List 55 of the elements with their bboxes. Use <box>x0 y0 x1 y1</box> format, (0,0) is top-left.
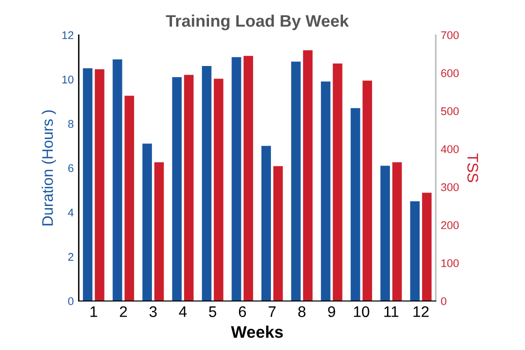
bar <box>422 192 432 301</box>
bar <box>380 166 390 301</box>
y-axis-title: Duration (Hours ) <box>42 110 56 226</box>
y-tick-label: 8 <box>68 120 74 128</box>
chart-title: Training Load By Week <box>166 14 349 30</box>
y2-tick-label: 400 <box>440 145 459 154</box>
y2-tick-label: 300 <box>441 183 459 192</box>
bar <box>112 59 122 301</box>
y2-axis-title: TSS <box>467 153 478 182</box>
bar <box>410 201 420 301</box>
bar <box>261 146 271 301</box>
y2-tick-label: 500 <box>441 107 459 116</box>
bar <box>291 62 301 301</box>
bar <box>184 74 194 301</box>
x-tick-label: 9 <box>328 306 336 318</box>
x-axis-title: Weeks <box>231 326 283 338</box>
y-tick-label: 2 <box>68 252 74 261</box>
bar <box>392 162 402 301</box>
y-tick-label: 4 <box>68 208 74 216</box>
y-tick-label: 10 <box>62 76 74 84</box>
y2-tick-label: 600 <box>441 69 459 78</box>
x-tick-label: 12 <box>414 306 429 317</box>
bar <box>350 108 360 301</box>
bar <box>82 68 92 301</box>
x-tick-label: 11 <box>384 306 398 317</box>
bar <box>142 144 152 301</box>
x-tick-label: 10 <box>354 306 370 318</box>
y2-tick-label: 100 <box>441 259 459 268</box>
bar <box>332 64 342 301</box>
x-tick-label: 2 <box>120 306 127 317</box>
bar <box>124 96 134 301</box>
bar <box>154 162 164 301</box>
bar <box>303 50 313 301</box>
x-tick-label: 7 <box>268 306 276 317</box>
bar <box>214 78 224 301</box>
y-tick-label: 6 <box>68 164 74 172</box>
bar <box>273 166 283 301</box>
bar <box>362 80 372 301</box>
bar <box>202 66 212 301</box>
x-tick-label: 4 <box>178 306 187 317</box>
x-tick-label: 6 <box>238 306 246 318</box>
y2-tick-label: 200 <box>441 221 459 230</box>
x-tick-label: 5 <box>208 306 216 318</box>
x-tick-label: 1 <box>90 306 98 317</box>
bar <box>320 82 330 301</box>
x-tick-label: 3 <box>149 306 157 318</box>
y-tick-label: 12 <box>62 31 74 40</box>
x-tick-label: 8 <box>298 306 306 318</box>
y-tick-label: 0 <box>68 297 74 306</box>
y2-tick-label: 0 <box>441 297 446 306</box>
bar <box>172 77 182 301</box>
bar <box>244 56 254 301</box>
y2-tick-label: 700 <box>441 31 459 40</box>
bar <box>94 69 104 301</box>
bar <box>232 57 242 301</box>
